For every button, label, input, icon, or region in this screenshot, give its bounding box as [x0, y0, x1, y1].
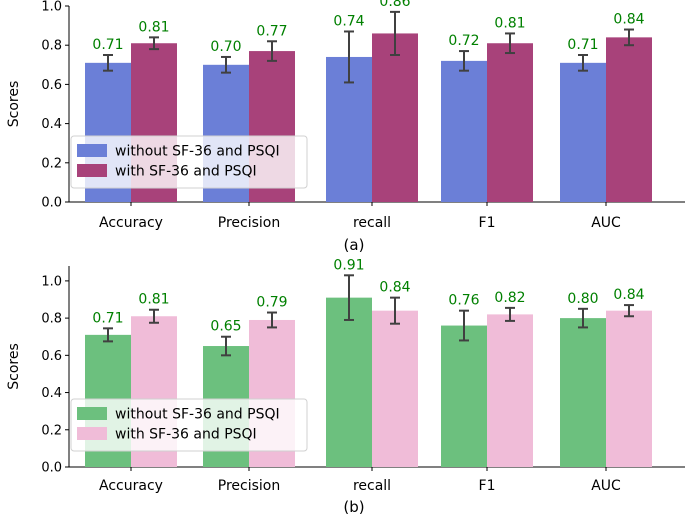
- panel-b-category-label: Accuracy: [99, 478, 163, 494]
- panel-b-legend-swatch-without: [77, 407, 107, 420]
- panel-a-legend-label-with: with SF-36 and PSQI: [115, 164, 257, 180]
- panel-b-bar-without-recall: [326, 297, 372, 467]
- panel-b-bar-with-auc: [606, 310, 652, 467]
- panel-b-ytick-label: 0.0: [41, 461, 62, 476]
- panel-b-legend-label-with: with SF-36 and PSQI: [115, 427, 257, 443]
- panel-a-bar-with-auc: [606, 37, 652, 202]
- panel-b-caption: (b): [343, 498, 364, 516]
- panel-b-legend-swatch-with: [77, 427, 107, 440]
- panel-a-ytick-label: 0.4: [41, 117, 62, 132]
- panel-a-value-label: 0.81: [138, 19, 169, 35]
- panel-b-legend-box: [70, 398, 308, 452]
- panel-a-bar-without-auc: [560, 62, 606, 203]
- panel-a-category-label: recall: [353, 215, 391, 231]
- panel-b-bar-with-f1: [487, 314, 533, 467]
- panel-b-value-label: 0.84: [613, 287, 644, 303]
- panel-a-value-label: 0.71: [92, 37, 123, 53]
- panel-b-category-label: Precision: [218, 478, 280, 494]
- panel-a-bar-with-recall: [372, 33, 418, 202]
- panel-a-legend-box: [70, 135, 308, 189]
- panel-a-ytick-label: 0.6: [41, 78, 62, 93]
- panel-b-ytick-label: 0.4: [41, 386, 62, 401]
- panel-a-ytick-label: 0.0: [41, 196, 62, 211]
- panel-b-ytick-label: 0.6: [41, 349, 62, 364]
- panel-b-bar-without-auc: [560, 318, 606, 467]
- panel-b-bar-with-recall: [372, 310, 418, 467]
- panel-a-category-label: F1: [479, 215, 496, 231]
- panel-a-category-label: Accuracy: [99, 215, 163, 231]
- panel-b-value-label: 0.76: [448, 293, 479, 309]
- panel-a-value-label: 0.74: [333, 13, 364, 29]
- panel-a-value-label: 0.84: [613, 12, 644, 28]
- panel-b-value-label: 0.91: [333, 257, 364, 273]
- panel-b-category-label: recall: [353, 478, 391, 494]
- panel-a-legend-swatch-without: [77, 144, 107, 157]
- panel-b-value-label: 0.65: [210, 319, 241, 335]
- panel-b-ytick-label: 0.8: [41, 312, 62, 327]
- panel-a-value-label: 0.81: [494, 15, 525, 31]
- panel-b-ytick-label: 1.0: [41, 274, 62, 289]
- panel-b-category-label: AUC: [591, 478, 621, 494]
- panel-b-value-label: 0.81: [138, 292, 169, 308]
- panel-b-y-axis-label: Scores: [6, 343, 22, 390]
- panel-a-value-label: 0.72: [448, 33, 479, 49]
- panel-a-category-label: Precision: [218, 215, 280, 231]
- panel-a-category-label: AUC: [591, 215, 621, 231]
- panel-b-value-label: 0.84: [379, 280, 410, 296]
- panel-a-value-label: 0.71: [567, 37, 598, 53]
- panel-a-y-axis-label: Scores: [6, 81, 22, 128]
- panel-a-bar-with-f1: [487, 43, 533, 202]
- panel-b-ytick-label: 0.2: [41, 423, 62, 438]
- panel-a-ytick-label: 1.0: [41, 0, 62, 15]
- panel-b-value-label: 0.71: [92, 310, 123, 326]
- panel-a-legend-swatch-with: [77, 164, 107, 177]
- panel-a-ytick-label: 0.2: [41, 156, 62, 171]
- panel-b-category-label: F1: [479, 478, 496, 494]
- panel-a-value-label: 0.70: [210, 39, 241, 55]
- panel-b-value-label: 0.82: [494, 290, 525, 306]
- panel-b-value-label: 0.80: [567, 291, 598, 307]
- panel-b-value-label: 0.79: [256, 295, 287, 311]
- panel-b-bar-without-f1: [441, 325, 487, 467]
- panel-a-ytick-label: 0.8: [41, 39, 62, 54]
- panel-a-value-label: 0.77: [256, 23, 287, 39]
- panel-a-legend-label-without: without SF-36 and PSQI: [115, 144, 280, 160]
- panel-a-caption: (a): [344, 236, 365, 254]
- panel-a-bar-without-f1: [441, 60, 487, 202]
- panel-b-legend-label-without: without SF-36 and PSQI: [115, 407, 280, 423]
- panel-a-value-label: 0.86: [379, 0, 410, 10]
